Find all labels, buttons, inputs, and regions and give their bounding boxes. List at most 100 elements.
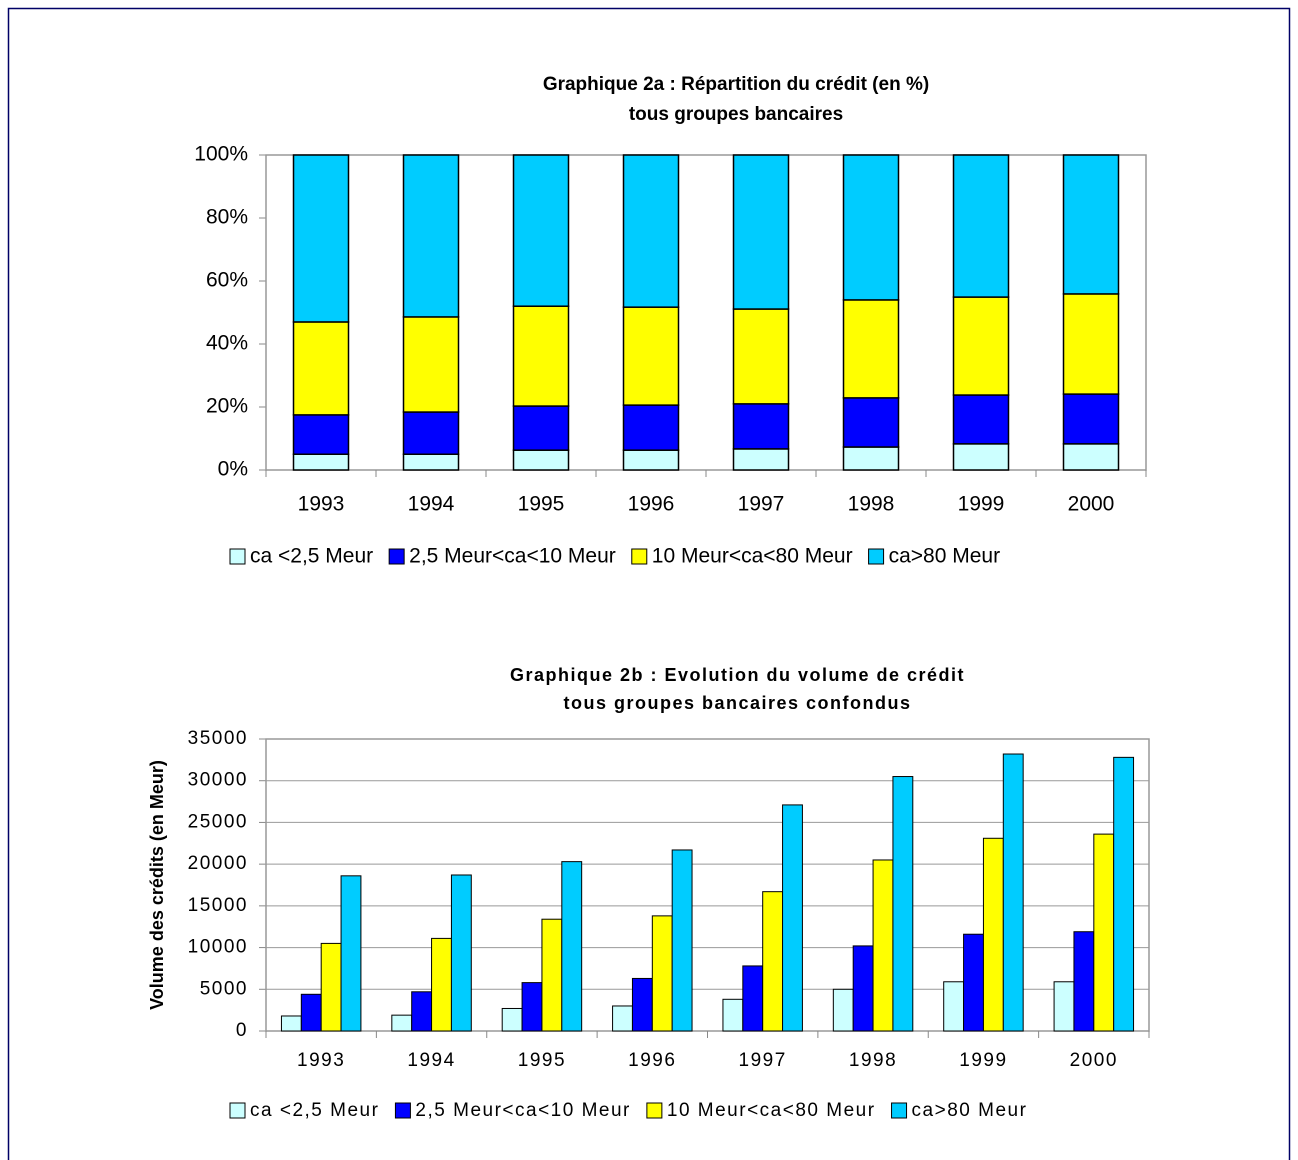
- bar: [943, 981, 965, 1032]
- legend-label: ca <2,5 Meur: [250, 545, 373, 568]
- y-tick-label: 35000: [188, 728, 248, 749]
- bar-segment: [1062, 393, 1120, 445]
- bar: [872, 859, 894, 1032]
- x-tick-label: 1998: [848, 493, 895, 516]
- x-tick-label: 2000: [1070, 1050, 1118, 1071]
- y-tick-label: 5000: [200, 978, 248, 999]
- bar-segment: [292, 414, 350, 455]
- legend-swatch: [646, 1102, 663, 1119]
- legend-swatch: [394, 1102, 411, 1119]
- legend-swatch: [388, 548, 405, 565]
- bar-segment: [842, 446, 900, 471]
- bar: [541, 918, 563, 1032]
- bar: [892, 776, 914, 1032]
- bar-segment: [402, 316, 460, 413]
- bar-segment: [402, 453, 460, 471]
- chart-title: Graphique 2a : Répartition du crédit (en…: [543, 74, 929, 95]
- bar: [521, 982, 543, 1032]
- x-tick-label: 1997: [739, 1050, 787, 1071]
- bar-segment: [842, 397, 900, 448]
- y-tick-label: 80%: [206, 206, 248, 229]
- bar: [762, 891, 784, 1032]
- bar-segment: [842, 299, 900, 399]
- y-tick-label: 25000: [188, 811, 248, 832]
- legend-swatch: [229, 548, 246, 565]
- bar-segment: [512, 305, 570, 407]
- legend-label: 10 Meur<ca<80 Meur: [667, 1100, 876, 1121]
- bar: [852, 945, 874, 1032]
- x-tick-label: 1993: [297, 1050, 345, 1071]
- x-tick-label: 1995: [518, 493, 565, 516]
- bar: [280, 1015, 302, 1032]
- legend-swatch: [631, 548, 648, 565]
- legend-swatch: [891, 1102, 908, 1119]
- legend-label: 2,5 Meur<ca<10 Meur: [409, 545, 616, 568]
- bar: [501, 1007, 523, 1032]
- bar-segment: [1062, 154, 1120, 295]
- bar: [1113, 756, 1135, 1032]
- bar: [742, 965, 764, 1032]
- bar-segment: [622, 404, 680, 451]
- chart-subtitle: tous groupes bancaires: [629, 104, 843, 125]
- bar: [1093, 833, 1115, 1032]
- x-tick-label: 1997: [738, 493, 785, 516]
- bar-segment: [732, 154, 790, 310]
- bar-segment: [512, 154, 570, 307]
- legend-label: 2,5 Meur<ca<10 Meur: [415, 1100, 630, 1121]
- y-tick-label: 30000: [188, 770, 248, 791]
- bar: [963, 933, 984, 1032]
- bar-segment: [622, 449, 680, 471]
- x-tick-label: 1994: [408, 493, 455, 516]
- y-tick-label: 10000: [188, 937, 248, 958]
- bar: [411, 991, 433, 1032]
- bar: [832, 988, 854, 1032]
- bar-segment: [732, 308, 790, 405]
- bar: [1073, 931, 1095, 1032]
- bar-segment: [292, 154, 350, 323]
- bar-segment: [952, 443, 1010, 471]
- x-tick-label: 1999: [959, 1050, 1007, 1071]
- y-tick-label: 0%: [218, 458, 248, 481]
- bar: [782, 804, 803, 1032]
- y-tick-label: 20000: [188, 853, 248, 874]
- bar-segment: [622, 306, 680, 406]
- bar: [300, 993, 322, 1032]
- legend-label: ca>80 Meur: [889, 545, 1000, 568]
- bar: [561, 861, 583, 1032]
- bar-segment: [952, 154, 1010, 298]
- x-tick-label: 1996: [628, 1050, 676, 1071]
- bar: [340, 875, 362, 1032]
- chart-title: Graphique 2b : Evolution du volume de cr…: [510, 665, 965, 685]
- legend-swatch: [229, 1102, 246, 1119]
- bar: [431, 937, 452, 1032]
- x-tick-label: 1993: [298, 493, 345, 516]
- bar: [391, 1014, 413, 1032]
- legend-label: ca <2,5 Meur: [250, 1100, 379, 1121]
- x-tick-label: 1994: [407, 1050, 455, 1071]
- bar-segment: [512, 405, 570, 451]
- bar: [1053, 981, 1075, 1032]
- x-tick-label: 1999: [958, 493, 1005, 516]
- bar-segment: [732, 448, 790, 471]
- y-tick-label: 0: [236, 1020, 248, 1041]
- bar-segment: [952, 296, 1010, 396]
- x-tick-label: 1998: [849, 1050, 897, 1071]
- bar: [982, 837, 1004, 1032]
- chart-subtitle: tous groupes bancaires confondus: [563, 693, 911, 713]
- bar-segment: [402, 411, 460, 456]
- bar-segment: [1062, 443, 1120, 471]
- y-axis-label: Volume des crédits (en Meur): [147, 760, 167, 1010]
- bar: [320, 942, 342, 1032]
- legend-swatch: [868, 548, 885, 565]
- bar-segment: [732, 403, 790, 450]
- bar-segment: [842, 154, 900, 301]
- bar: [631, 977, 653, 1032]
- y-tick-label: 100%: [194, 143, 248, 166]
- y-tick-label: 20%: [206, 395, 248, 418]
- x-tick-label: 1995: [518, 1050, 566, 1071]
- x-tick-label: 2000: [1068, 493, 1115, 516]
- bar-segment: [512, 449, 570, 471]
- y-tick-label: 60%: [206, 269, 248, 292]
- bar-segment: [292, 321, 350, 416]
